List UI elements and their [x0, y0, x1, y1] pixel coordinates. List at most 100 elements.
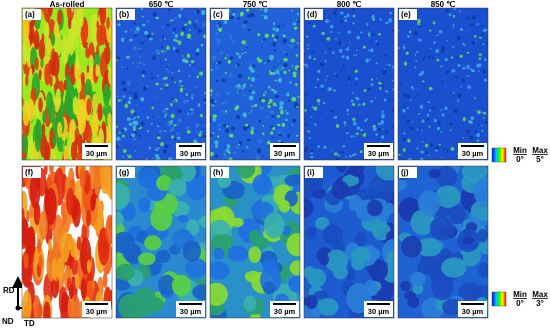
grain — [189, 109, 194, 115]
grain — [104, 44, 111, 65]
grain — [278, 106, 284, 110]
grain — [475, 40, 477, 42]
grain — [289, 81, 292, 84]
scale-bar-label: 30 µm — [274, 149, 296, 158]
grain — [426, 40, 429, 42]
grain — [332, 51, 335, 55]
grain — [401, 235, 423, 258]
grain — [22, 36, 31, 62]
grain — [350, 135, 354, 138]
grain — [283, 62, 288, 68]
panel-label: (f) — [25, 168, 33, 177]
grain — [351, 246, 372, 264]
grain — [355, 54, 358, 56]
grain — [273, 38, 277, 41]
grain — [247, 14, 251, 18]
grain — [137, 125, 141, 128]
scale-bar-label: 30 µm — [180, 149, 202, 158]
grain — [88, 54, 94, 71]
grain — [471, 116, 473, 119]
grain — [263, 8, 268, 13]
grain — [195, 123, 200, 128]
grain — [263, 62, 267, 64]
grain — [452, 92, 455, 94]
grain — [430, 47, 433, 50]
grain — [434, 149, 438, 152]
grain — [116, 211, 124, 227]
panel-border — [209, 7, 301, 161]
grain — [296, 106, 299, 108]
grain — [286, 92, 290, 97]
panel-border — [115, 7, 207, 161]
micrograph-base — [210, 8, 300, 160]
grain — [140, 97, 145, 102]
grain — [244, 270, 262, 283]
grain — [165, 23, 170, 27]
grain — [390, 99, 394, 102]
grain — [441, 113, 445, 117]
grain — [177, 40, 182, 45]
grain — [445, 8, 450, 13]
grain — [446, 149, 449, 152]
nd-dot — [15, 305, 21, 311]
grain — [319, 111, 322, 114]
grain — [170, 126, 175, 132]
grain — [245, 8, 250, 12]
column-header: 850 ℃ — [431, 0, 456, 9]
grain — [171, 72, 174, 74]
grain — [215, 79, 219, 83]
grain — [291, 65, 294, 67]
grain — [210, 261, 230, 280]
grain — [22, 133, 29, 154]
grain — [177, 214, 189, 223]
grain — [237, 143, 241, 146]
grain — [138, 55, 142, 59]
grain — [130, 109, 135, 114]
grain — [132, 46, 137, 51]
grain — [90, 193, 96, 212]
grain — [426, 113, 430, 117]
grain — [367, 199, 383, 217]
grain — [132, 61, 136, 64]
grain — [436, 126, 441, 131]
grain — [191, 93, 194, 98]
grain — [166, 122, 171, 127]
grain — [147, 297, 164, 313]
grain — [151, 106, 154, 110]
grain — [305, 226, 317, 240]
grain — [250, 201, 274, 220]
grain — [399, 82, 402, 85]
grain — [162, 114, 165, 117]
grain — [148, 146, 152, 150]
grain — [161, 50, 164, 53]
grain — [336, 166, 347, 173]
grain — [195, 52, 200, 56]
grain — [482, 43, 485, 46]
grain — [272, 41, 276, 47]
grain — [175, 39, 179, 43]
grain — [378, 81, 382, 85]
grain — [308, 137, 312, 140]
grain — [333, 115, 338, 120]
grain — [212, 114, 217, 118]
grain — [281, 122, 285, 128]
grain — [218, 123, 222, 127]
grain — [120, 37, 125, 43]
grain — [334, 8, 338, 11]
grain — [417, 112, 421, 116]
grain — [285, 53, 288, 56]
grain — [342, 65, 346, 68]
grain — [432, 21, 436, 25]
grain — [127, 100, 131, 105]
grain — [376, 77, 378, 80]
grain — [392, 65, 394, 69]
grain — [428, 87, 433, 91]
grain — [124, 30, 128, 33]
grain — [170, 77, 174, 80]
grain — [398, 29, 400, 32]
micrograph-texture — [304, 166, 394, 318]
grain — [419, 25, 422, 28]
grain — [133, 116, 137, 119]
grain — [405, 51, 409, 55]
grain — [473, 176, 488, 207]
